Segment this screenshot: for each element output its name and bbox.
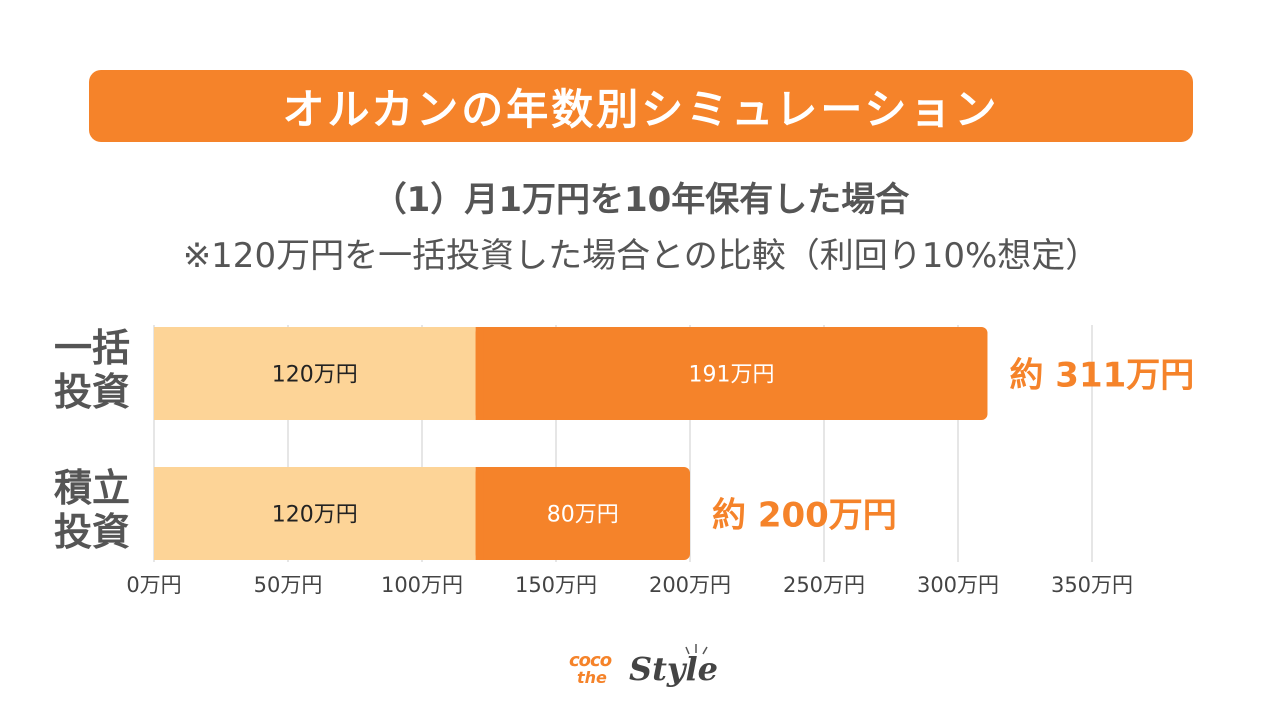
subtitle: （1）月1万円を10年保有した場合 bbox=[372, 180, 910, 220]
logo-coco-text: coco bbox=[569, 650, 612, 671]
bar-segment-corner bbox=[475, 467, 484, 560]
page-title: オルカンの年数別シミュレーション bbox=[282, 84, 1000, 134]
bar-segment bbox=[475, 327, 988, 420]
comparison-note: ※120万円を一括投資した場合との比較（利回り10%想定） bbox=[182, 236, 1100, 276]
bar-data-label: 120万円 bbox=[272, 363, 358, 388]
bar-total-label: 約 200万円 bbox=[712, 496, 897, 536]
bar-segment-corner bbox=[475, 327, 484, 420]
bar-total-label: 約 311万円 bbox=[1009, 356, 1194, 396]
logo-rays-icon bbox=[685, 644, 708, 655]
bar-segment bbox=[475, 467, 690, 560]
y-category-label: 一括 bbox=[54, 326, 130, 370]
coco-the-style-logo: coco the Style bbox=[565, 644, 718, 692]
bar-data-label: 80万円 bbox=[547, 503, 619, 528]
logo-style-text: Style bbox=[629, 650, 718, 688]
x-tick-label: 150万円 bbox=[515, 573, 597, 597]
x-tick-label: 0万円 bbox=[126, 573, 181, 597]
bar-data-label: 191万円 bbox=[689, 363, 775, 388]
y-category-label: 投資 bbox=[54, 510, 130, 554]
y-category-label: 積立 bbox=[54, 466, 130, 510]
x-tick-label: 250万円 bbox=[783, 573, 865, 597]
bar-data-label: 120万円 bbox=[272, 503, 358, 528]
x-tick-label: 50万円 bbox=[254, 573, 323, 597]
x-tick-label: 300万円 bbox=[917, 573, 999, 597]
x-tick-label: 200万円 bbox=[649, 573, 731, 597]
x-tick-label: 350万円 bbox=[1051, 573, 1133, 597]
title-banner: オルカンの年数別シミュレーション bbox=[89, 70, 1193, 142]
x-tick-label: 100万円 bbox=[381, 573, 463, 597]
logo-the-text: the bbox=[577, 668, 607, 687]
bar-segment bbox=[154, 327, 476, 420]
y-category-label: 投資 bbox=[54, 370, 130, 414]
bar-segment bbox=[154, 467, 476, 560]
